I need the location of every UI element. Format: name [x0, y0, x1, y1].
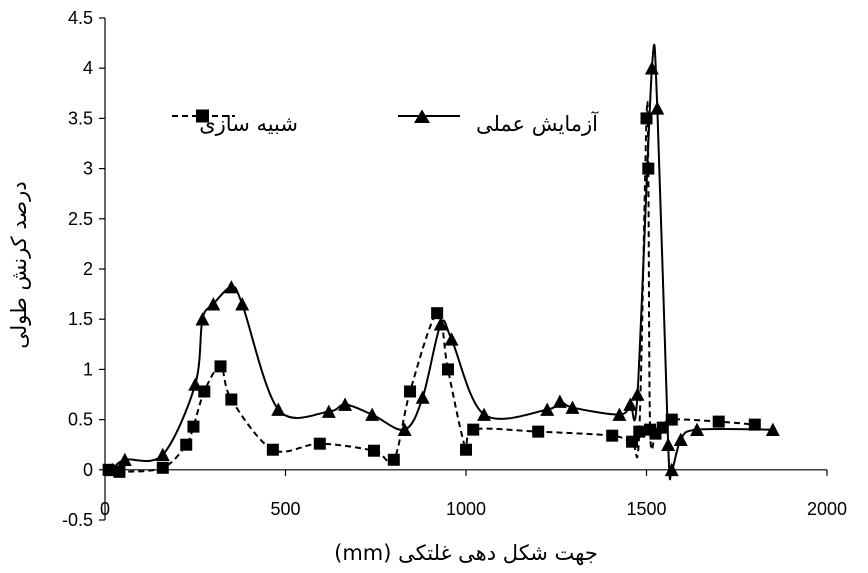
legend-square-marker	[196, 109, 209, 123]
data-point-triangle	[765, 422, 780, 436]
data-point-square	[180, 438, 193, 451]
data-point-square	[225, 393, 238, 406]
x-tick-label: 1500	[626, 499, 666, 519]
data-point-triangle	[433, 317, 448, 331]
data-point-triangle	[565, 400, 580, 414]
data-point-square	[633, 425, 646, 438]
data-point-triangle	[224, 280, 239, 294]
y-tick-label: 3	[83, 159, 93, 179]
data-point-square	[606, 429, 619, 442]
data-point-triangle	[644, 61, 659, 75]
data-point-triangle	[552, 394, 567, 408]
y-tick-label: 2	[83, 259, 93, 279]
data-point-square	[460, 443, 472, 456]
data-point-triangle	[321, 404, 336, 418]
data-point-square	[656, 421, 669, 434]
y-tick-label: 1.5	[68, 309, 93, 329]
series-experiment	[105, 43, 780, 481]
series-line	[108, 100, 755, 473]
data-point-triangle	[444, 332, 459, 346]
data-point-square	[313, 437, 326, 450]
data-point-square	[156, 461, 169, 474]
data-point-square	[712, 415, 725, 428]
data-point-square	[626, 435, 639, 448]
data-point-triangle	[477, 407, 492, 421]
data-point-square	[467, 423, 480, 436]
data-point-square	[187, 420, 200, 433]
y-tick-label: 2.5	[68, 209, 93, 229]
data-point-triangle	[117, 452, 132, 467]
data-point-square	[431, 307, 444, 320]
y-tick-label: 0	[83, 460, 93, 480]
x-tick-label: 1000	[446, 499, 486, 519]
data-point-square	[532, 425, 545, 438]
y-tick-label: 1	[83, 359, 93, 379]
data-point-triangle	[664, 462, 679, 477]
series-layer	[102, 43, 780, 481]
data-point-square	[387, 453, 400, 466]
data-point-triangle	[623, 397, 638, 411]
y-axis-title: درصد کرنش طولی	[7, 181, 31, 348]
data-point-square	[367, 444, 380, 457]
data-point-square	[198, 385, 211, 398]
x-axis-title: جهت شکل دهی غلتکی (mm)	[334, 541, 598, 565]
data-point-square	[441, 363, 454, 376]
data-point-triangle	[612, 407, 627, 421]
legend-triangle-marker	[414, 109, 430, 123]
legend-label-simulation: شبیه سازی	[199, 112, 298, 136]
data-point-triangle	[338, 397, 353, 411]
x-tick-label: 0	[100, 499, 110, 519]
data-point-triangle	[235, 297, 250, 311]
legend-item-experiment: آزمایش عملی	[398, 109, 599, 136]
data-point-square	[404, 385, 417, 398]
data-point-triangle	[271, 402, 286, 416]
x-tick-label: 500	[270, 499, 300, 519]
x-tick-label: 2000	[807, 499, 847, 519]
data-point-triangle	[650, 101, 665, 115]
legend-label-experiment: آزمایش عملی	[476, 111, 599, 136]
series-line	[111, 43, 773, 481]
x-axis-ticks: 0 500 1000 1500 2000	[100, 469, 847, 519]
data-point-triangle	[690, 422, 705, 436]
y-tick-label: 3.5	[68, 108, 93, 128]
data-point-triangle	[415, 390, 430, 404]
data-point-square	[214, 360, 227, 373]
data-point-triangle	[206, 297, 221, 311]
data-point-square	[266, 443, 279, 456]
y-tick-label: 4.5	[68, 8, 93, 28]
data-point-triangle	[630, 387, 645, 401]
data-point-square	[748, 418, 761, 431]
y-tick-label: -0.5	[62, 510, 93, 530]
data-point-triangle	[673, 432, 688, 446]
data-point-triangle	[661, 437, 676, 451]
data-point-triangle	[365, 407, 380, 421]
data-point-triangle	[105, 462, 120, 477]
legend-item-simulation: شبیه سازی	[172, 109, 298, 136]
y-axis-ticks: -0.5 0 0.5 1 1.5 2 2.5 3 3.5 4 4.5	[62, 8, 105, 530]
legend: شبیه سازی آزمایش عملی	[172, 109, 599, 136]
series-simulation	[102, 100, 761, 478]
data-point-square	[642, 162, 655, 175]
y-tick-label: 0.5	[68, 410, 93, 430]
y-tick-label: 4	[83, 58, 93, 78]
data-point-square	[665, 413, 678, 426]
data-point-triangle	[540, 402, 555, 416]
data-point-triangle	[397, 422, 412, 436]
data-point-triangle	[195, 312, 210, 326]
data-point-triangle	[155, 447, 170, 462]
data-point-triangle	[188, 377, 203, 391]
